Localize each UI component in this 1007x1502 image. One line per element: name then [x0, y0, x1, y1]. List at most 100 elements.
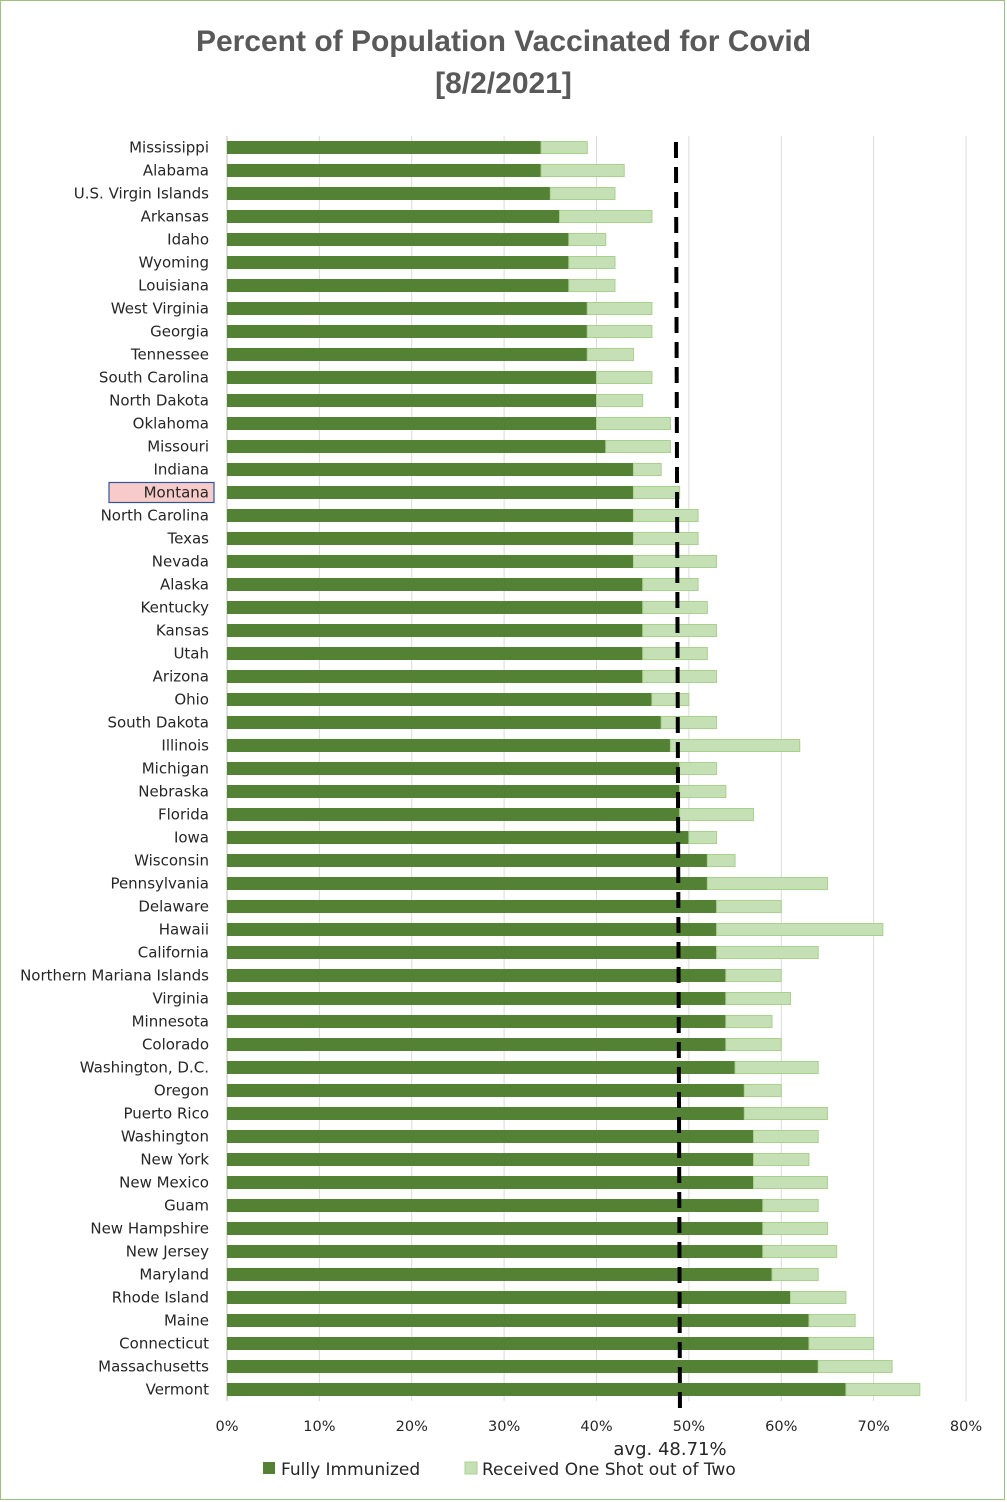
category-label: New York [140, 1151, 209, 1169]
bar-fully-immunized [227, 831, 689, 844]
category-label: Idaho [167, 231, 209, 249]
bar-one-shot [716, 923, 884, 936]
category-label: New Jersey [126, 1243, 209, 1261]
x-tick-label: 50% [673, 1419, 705, 1435]
bar-fully-immunized [227, 1084, 745, 1097]
bar-fully-immunized [227, 1337, 809, 1350]
category-label: Louisiana [138, 277, 209, 295]
bar-fully-immunized [227, 647, 643, 660]
bar-fully-immunized [227, 1245, 763, 1258]
bar-one-shot [679, 785, 727, 798]
category-label: Illinois [161, 737, 209, 755]
bar-one-shot [596, 394, 644, 407]
bar-one-shot [688, 831, 718, 844]
bar-fully-immunized [227, 164, 542, 177]
bar-one-shot [632, 509, 699, 522]
bar-one-shot [605, 440, 671, 453]
category-label: Alabama [143, 162, 209, 180]
x-tick-label: 30% [488, 1419, 520, 1435]
bar-fully-immunized [227, 1199, 763, 1212]
category-label: Montana [144, 484, 209, 502]
category-label: Connecticut [119, 1335, 209, 1353]
bar-one-shot [817, 1360, 893, 1373]
bar-one-shot [716, 946, 819, 959]
category-label: North Carolina [101, 507, 209, 525]
bar-fully-immunized [227, 187, 551, 200]
x-tick-label: 10% [303, 1419, 335, 1435]
category-label: New Mexico [119, 1174, 209, 1192]
bar-fully-immunized [227, 486, 634, 499]
bar-one-shot [725, 1038, 782, 1051]
bar-fully-immunized [227, 302, 588, 315]
bar-fully-immunized [227, 371, 597, 384]
x-tick-label: 40% [580, 1419, 612, 1435]
bar-one-shot [642, 578, 699, 591]
bar-fully-immunized [227, 670, 643, 683]
bar-one-shot [669, 739, 801, 752]
bar-one-shot [808, 1314, 856, 1327]
category-label: Vermont [146, 1381, 210, 1399]
bar-fully-immunized [227, 854, 708, 867]
category-label: Rhode Island [112, 1289, 209, 1307]
category-label: Washington [121, 1128, 209, 1146]
bar-fully-immunized [227, 325, 588, 338]
bar-one-shot [642, 647, 708, 660]
bar-one-shot [753, 1153, 810, 1166]
x-tick-label: 20% [396, 1419, 428, 1435]
bar-fully-immunized [227, 1038, 726, 1051]
chart-title: Percent of Population Vaccinated for Cov… [195, 25, 812, 58]
category-label: Indiana [153, 461, 209, 479]
bar-fully-immunized [227, 1015, 726, 1028]
bar-fully-immunized [227, 923, 717, 936]
bar-one-shot [642, 624, 718, 637]
bar-fully-immunized [227, 1314, 809, 1327]
bar-one-shot [808, 1337, 875, 1350]
bar-fully-immunized [227, 210, 560, 223]
category-label: Arizona [153, 668, 209, 686]
category-label: Alaska [160, 576, 209, 594]
category-label: Florida [158, 806, 209, 824]
category-label: Delaware [138, 898, 209, 916]
bar-fully-immunized [227, 394, 597, 407]
bar-one-shot [725, 969, 782, 982]
average-line [673, 141, 682, 1414]
bar-fully-immunized [227, 233, 569, 246]
bar-fully-immunized [227, 900, 717, 913]
bar-fully-immunized [227, 532, 634, 545]
bar-fully-immunized [227, 1061, 736, 1074]
bar-fully-immunized [227, 555, 634, 568]
bar-fully-immunized [227, 509, 634, 522]
bar-fully-immunized [227, 762, 680, 775]
bar-one-shot [789, 1291, 847, 1304]
category-label: Iowa [174, 829, 209, 847]
category-label: Puerto Rico [123, 1105, 209, 1123]
bar-one-shot [706, 854, 736, 867]
bar-one-shot [762, 1245, 838, 1258]
category-label: Guam [164, 1197, 209, 1215]
category-label: Washington, D.C. [80, 1059, 209, 1077]
bar-one-shot [743, 1107, 828, 1120]
bar-one-shot [632, 486, 681, 499]
category-label: Michigan [142, 760, 209, 778]
bar-one-shot [716, 900, 782, 913]
bar-one-shot [632, 463, 662, 476]
average-label: avg. 48.71% [613, 1439, 726, 1460]
category-label: Massachusetts [98, 1358, 209, 1376]
category-label: Hawaii [159, 921, 209, 939]
bar-one-shot [632, 532, 699, 545]
highlight-box [108, 481, 215, 504]
category-label: Maine [164, 1312, 209, 1330]
legend-swatch-fully-immunized [263, 1462, 275, 1474]
bar-fully-immunized [227, 969, 726, 982]
category-label: Northern Mariana Islands [20, 967, 209, 985]
bar-fully-immunized [227, 716, 662, 729]
bar-fully-immunized [227, 877, 708, 890]
bar-fully-immunized [227, 578, 643, 591]
bar-fully-immunized [227, 601, 643, 614]
bar-fully-immunized [227, 279, 569, 292]
category-label: Minnesota [132, 1013, 209, 1031]
category-label: Arkansas [141, 208, 210, 226]
category-label: Tennessee [130, 346, 209, 364]
category-label: Wyoming [139, 254, 209, 272]
